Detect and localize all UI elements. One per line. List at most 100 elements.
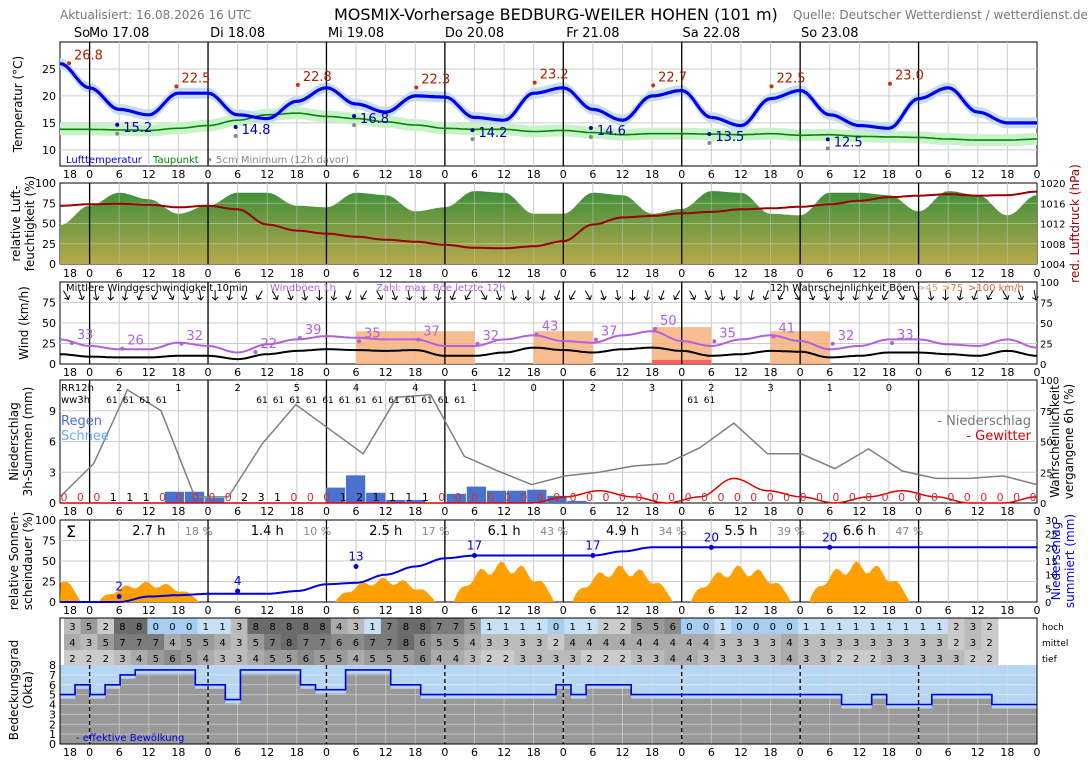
cloud-layer-cell	[764, 650, 782, 666]
ww3h-code: 61	[421, 396, 432, 406]
cloud-layer-value: 7	[136, 638, 142, 649]
accum-ytick-label: 30	[1045, 516, 1058, 527]
cloud-cover-ytick-label: 5	[49, 689, 56, 702]
cloud-layer-cell	[80, 634, 98, 650]
temperature-min-marker	[707, 131, 712, 136]
cloud-layer-cell	[847, 634, 866, 650]
cloud-layer-value: 1	[903, 622, 909, 633]
cloud-layer-cell	[747, 650, 765, 666]
cloud-cover-hour-tick-label: 0	[915, 746, 922, 759]
temperature-max-label: 22.8	[303, 70, 332, 85]
pressure-ytick-label: 1016	[1040, 199, 1065, 210]
cloud-layer-value: 3	[820, 638, 826, 649]
wind-hour-tick-label: 0	[915, 366, 922, 379]
gust-max-marker	[120, 346, 125, 351]
cloud-cover-hour-tick-label: 12	[497, 746, 511, 759]
temperature-max-label: 23.2	[540, 68, 569, 83]
wind-hour-tick-label: 18	[408, 366, 422, 379]
sunshine-hour-tick-label: 0	[797, 604, 804, 617]
cloud-layer-value: 8	[269, 622, 275, 633]
wind-arrow-shaft	[287, 290, 292, 300]
rain-bar-label: 0	[980, 491, 987, 504]
wind-direction-arrow	[78, 290, 85, 301]
cloud-cover-hour-tick-label: 12	[734, 746, 748, 759]
accumulated-marker	[353, 563, 359, 569]
rain-bar	[486, 490, 507, 503]
temperature-min-marker	[115, 122, 120, 127]
sunshine-hour-tick-label: 6	[471, 604, 478, 617]
gust-max-label: 37	[601, 325, 618, 340]
cloud-layer-cell	[447, 650, 465, 666]
wind-direction-arrow	[867, 290, 874, 301]
rain-bar-label: 0	[849, 491, 856, 504]
rr12h-value: 0	[886, 383, 892, 394]
cloud-layer-value: 1	[536, 622, 542, 633]
rain-bar-label: 0	[915, 491, 922, 504]
wind-hour-tick-label: 0	[323, 366, 330, 379]
sunshine-area	[690, 565, 792, 602]
temperature-hour-tick-label: 6	[708, 168, 715, 181]
rain-bar-label: 0	[504, 491, 511, 504]
cloud-layer-row-label: tief	[1042, 655, 1058, 665]
wind-direction-arrow	[151, 290, 159, 300]
cloud-layer-value: 4	[219, 638, 225, 649]
cloud-layer-cell	[147, 650, 165, 666]
wind-arrow-shaft	[809, 290, 814, 300]
rain-bar-label: 0	[931, 491, 938, 504]
cloud-cover-hour-tick-label: 6	[826, 746, 833, 759]
wind-hour-tick-label: 0	[560, 366, 567, 379]
cloud-layer-cell	[314, 618, 332, 634]
cloud-layer-value: 7	[369, 638, 375, 649]
wind-ytick-label: 75	[42, 297, 56, 310]
accumulated-label: 13	[348, 549, 363, 563]
temperature-hour-tick-label: 0	[1034, 168, 1041, 181]
temperature-min-label: 13.5	[715, 130, 744, 145]
wind-hour-tick-label: 6	[116, 366, 123, 379]
sunshine-area	[453, 561, 555, 602]
cloud-layer-cell	[180, 634, 198, 650]
cloud-cover-hour-tick-label: 12	[379, 746, 393, 759]
sunshine-hour-tick-label: 12	[379, 604, 393, 617]
ww3h-code: 61	[322, 396, 333, 406]
wind-arrow-shaft	[778, 290, 785, 300]
dewpoint-uncertainty-band	[60, 107, 1037, 147]
cloud-layer-cell	[330, 634, 349, 650]
wind-direction-arrow	[1032, 289, 1039, 301]
cloud-layer-value: 0	[153, 622, 159, 633]
ground-min-marker	[825, 146, 830, 151]
cloud-cover-hour-tick-label: 0	[678, 746, 685, 759]
wind-arrow-head	[272, 295, 279, 300]
cloud-layer-value: 3	[486, 638, 492, 649]
wind-direction-arrow	[704, 290, 711, 301]
wind-arrow-shaft	[303, 289, 306, 301]
temperature-hour-tick-label: 18	[408, 168, 422, 181]
temperature-max-marker	[174, 84, 179, 89]
temperature-min-marker	[233, 124, 238, 129]
precipitation-hour-tick-label: 0	[1034, 505, 1041, 518]
wind-direction-arrow	[956, 289, 964, 301]
cloud-layer-value: 7	[319, 638, 325, 649]
cloud-cover-hour-tick-label: 0	[1034, 746, 1041, 759]
cloud-layer-cell	[480, 634, 499, 650]
wind-arrow-shaft	[897, 290, 904, 300]
wind-direction-arrow	[881, 290, 889, 300]
rain-bar-label: 1	[340, 491, 347, 504]
cloud-cover-hour-tick-label: 0	[441, 746, 448, 759]
temperature-hour-tick-label: 6	[945, 168, 952, 181]
cloud-layer-value: 2	[603, 654, 609, 665]
gust-max-label: 43	[542, 320, 559, 335]
cloud-layer-value: 4	[670, 654, 676, 665]
wind-y2tick-label: 25	[1040, 340, 1053, 351]
cloud-cover-hour-tick-label: 6	[945, 746, 952, 759]
cloud-layer-value: 2	[103, 654, 109, 665]
ww3h-code: 61	[339, 396, 350, 406]
wind-direction-arrow	[107, 290, 115, 301]
humidity-hour-tick-label: 12	[142, 267, 156, 280]
cloud-layer-value: 2	[986, 638, 992, 649]
cloud-layer-cell	[964, 634, 982, 650]
accumulated-label: 4	[234, 574, 242, 588]
precipitation-ytick-label: 6	[49, 436, 56, 449]
rain-bar-label: 0	[619, 491, 626, 504]
ground-min-marker	[707, 140, 712, 145]
sunshine-hour-tick-label: 0	[560, 604, 567, 617]
